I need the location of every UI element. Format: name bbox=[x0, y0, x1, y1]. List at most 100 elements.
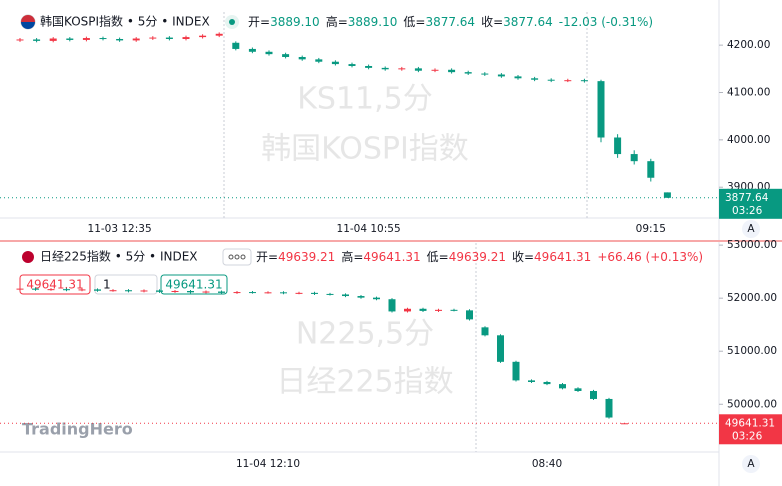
candle-body bbox=[94, 289, 101, 291]
candle-body bbox=[66, 38, 74, 40]
candle-body bbox=[630, 154, 638, 162]
y-tick-label: 4200.00 bbox=[727, 39, 770, 51]
candle-body bbox=[326, 293, 334, 295]
candle-body bbox=[528, 380, 535, 382]
ohlc-legend: 开=49639.21 高=49641.31 低=49639.21 收=49641.31… bbox=[256, 249, 703, 264]
candle-body bbox=[663, 192, 671, 198]
candle-body bbox=[215, 33, 223, 36]
watermark: 韩国KOSPI指数 bbox=[261, 132, 469, 167]
sell-price[interactable]: 49641.31 bbox=[26, 278, 83, 292]
candle-body bbox=[202, 291, 210, 293]
x-tick-label: 11-04 12:10 bbox=[236, 458, 300, 470]
candle-body bbox=[311, 292, 318, 294]
candle-body bbox=[248, 48, 256, 52]
candle-body bbox=[149, 37, 157, 39]
candle-body bbox=[590, 390, 597, 399]
candle-body bbox=[531, 78, 539, 80]
candle-body bbox=[419, 308, 427, 311]
quantity[interactable]: 1 bbox=[103, 278, 111, 292]
ohlc-value: 3889.10 bbox=[348, 15, 398, 29]
more-dot bbox=[228, 254, 234, 260]
candle-body bbox=[543, 381, 551, 385]
candle-body bbox=[388, 299, 396, 312]
candle-body bbox=[280, 292, 287, 294]
y-tick-label: 4000.00 bbox=[727, 134, 770, 146]
status-dot bbox=[229, 19, 235, 25]
candle-body bbox=[450, 309, 458, 311]
ohlc-key: 收= bbox=[512, 250, 534, 264]
candle-body bbox=[497, 74, 505, 77]
ohlc-value: 49641.31 bbox=[363, 250, 420, 264]
candle-body bbox=[348, 64, 356, 66]
buy-box[interactable] bbox=[160, 274, 228, 295]
chart-title: 韩国KOSPI指数 • 5分 • INDEX bbox=[40, 14, 210, 29]
candle-body bbox=[132, 38, 140, 41]
candle-body bbox=[574, 388, 582, 391]
candle-body bbox=[140, 290, 148, 292]
flag-icon-part bbox=[21, 15, 35, 22]
buy-price[interactable]: 49641.31 bbox=[165, 278, 222, 292]
x-tick-label: 11-03 12:35 bbox=[88, 223, 152, 235]
flag-icon-part bbox=[21, 22, 35, 29]
y-tick-label: 52000.00 bbox=[727, 292, 777, 304]
candle-body bbox=[265, 51, 273, 55]
candle-body bbox=[547, 79, 555, 81]
candle-body bbox=[435, 309, 442, 311]
chart-title: 日经225指数 • 5分 • INDEX bbox=[40, 249, 198, 264]
candle-body bbox=[414, 68, 422, 71]
flag-icon bbox=[22, 251, 34, 263]
candle-body bbox=[32, 288, 39, 290]
candle-body bbox=[647, 161, 655, 178]
candle-body bbox=[156, 290, 163, 292]
candle-body bbox=[298, 56, 306, 60]
candle-body bbox=[99, 38, 107, 40]
candle-body bbox=[605, 398, 613, 418]
candle-body bbox=[264, 292, 272, 294]
ohlc-key: 低= bbox=[427, 250, 449, 264]
candle-body bbox=[481, 327, 489, 336]
candle-body bbox=[464, 72, 472, 74]
more-dot bbox=[240, 254, 246, 260]
change-label: +66.46 (+0.13%) bbox=[597, 250, 703, 264]
candle-body bbox=[381, 67, 389, 70]
candle-body bbox=[331, 61, 339, 65]
candle-body bbox=[116, 38, 124, 41]
candle-body bbox=[49, 38, 57, 41]
candle-body bbox=[448, 69, 456, 73]
candle-body bbox=[404, 308, 411, 312]
candle-body bbox=[16, 288, 24, 290]
candle-body bbox=[165, 37, 173, 39]
auto-scale-label[interactable]: A bbox=[747, 223, 755, 235]
candle-body bbox=[514, 76, 522, 79]
candle-body bbox=[466, 310, 473, 320]
ohlc-value: 49639.21 bbox=[449, 250, 506, 264]
candle-body bbox=[614, 137, 622, 155]
change-label: -12.03 (-0.31%) bbox=[559, 15, 653, 29]
ohlc-value: 49639.21 bbox=[278, 250, 335, 264]
countdown: 03:26 bbox=[732, 430, 763, 442]
candle-body bbox=[78, 289, 86, 291]
candle-body bbox=[481, 73, 489, 75]
auto-scale-label[interactable]: A bbox=[747, 458, 755, 470]
watermark: KS11,5分 bbox=[297, 82, 433, 117]
candle-body bbox=[597, 81, 605, 138]
candle-body bbox=[125, 290, 132, 292]
candle-body bbox=[33, 39, 41, 41]
qty-box[interactable] bbox=[94, 274, 158, 295]
ohlc-value: 3889.10 bbox=[270, 15, 320, 29]
auto-scale-button[interactable] bbox=[742, 455, 760, 473]
y-tick-label: 53000.00 bbox=[727, 239, 777, 251]
candle-body bbox=[16, 39, 24, 41]
x-tick-label: 09:15 bbox=[636, 223, 666, 235]
last-price-label: 49641.31 bbox=[725, 417, 775, 429]
watermark: N225,5分 bbox=[296, 317, 434, 352]
candle-body bbox=[398, 68, 406, 70]
candle-body bbox=[357, 296, 365, 298]
candle-body bbox=[199, 35, 207, 38]
y-tick-label: 50000.00 bbox=[727, 398, 777, 410]
candle-body bbox=[365, 65, 373, 68]
more-button[interactable] bbox=[222, 248, 252, 266]
ohlc-key: 收= bbox=[481, 15, 503, 29]
auto-scale-button[interactable] bbox=[742, 220, 760, 238]
